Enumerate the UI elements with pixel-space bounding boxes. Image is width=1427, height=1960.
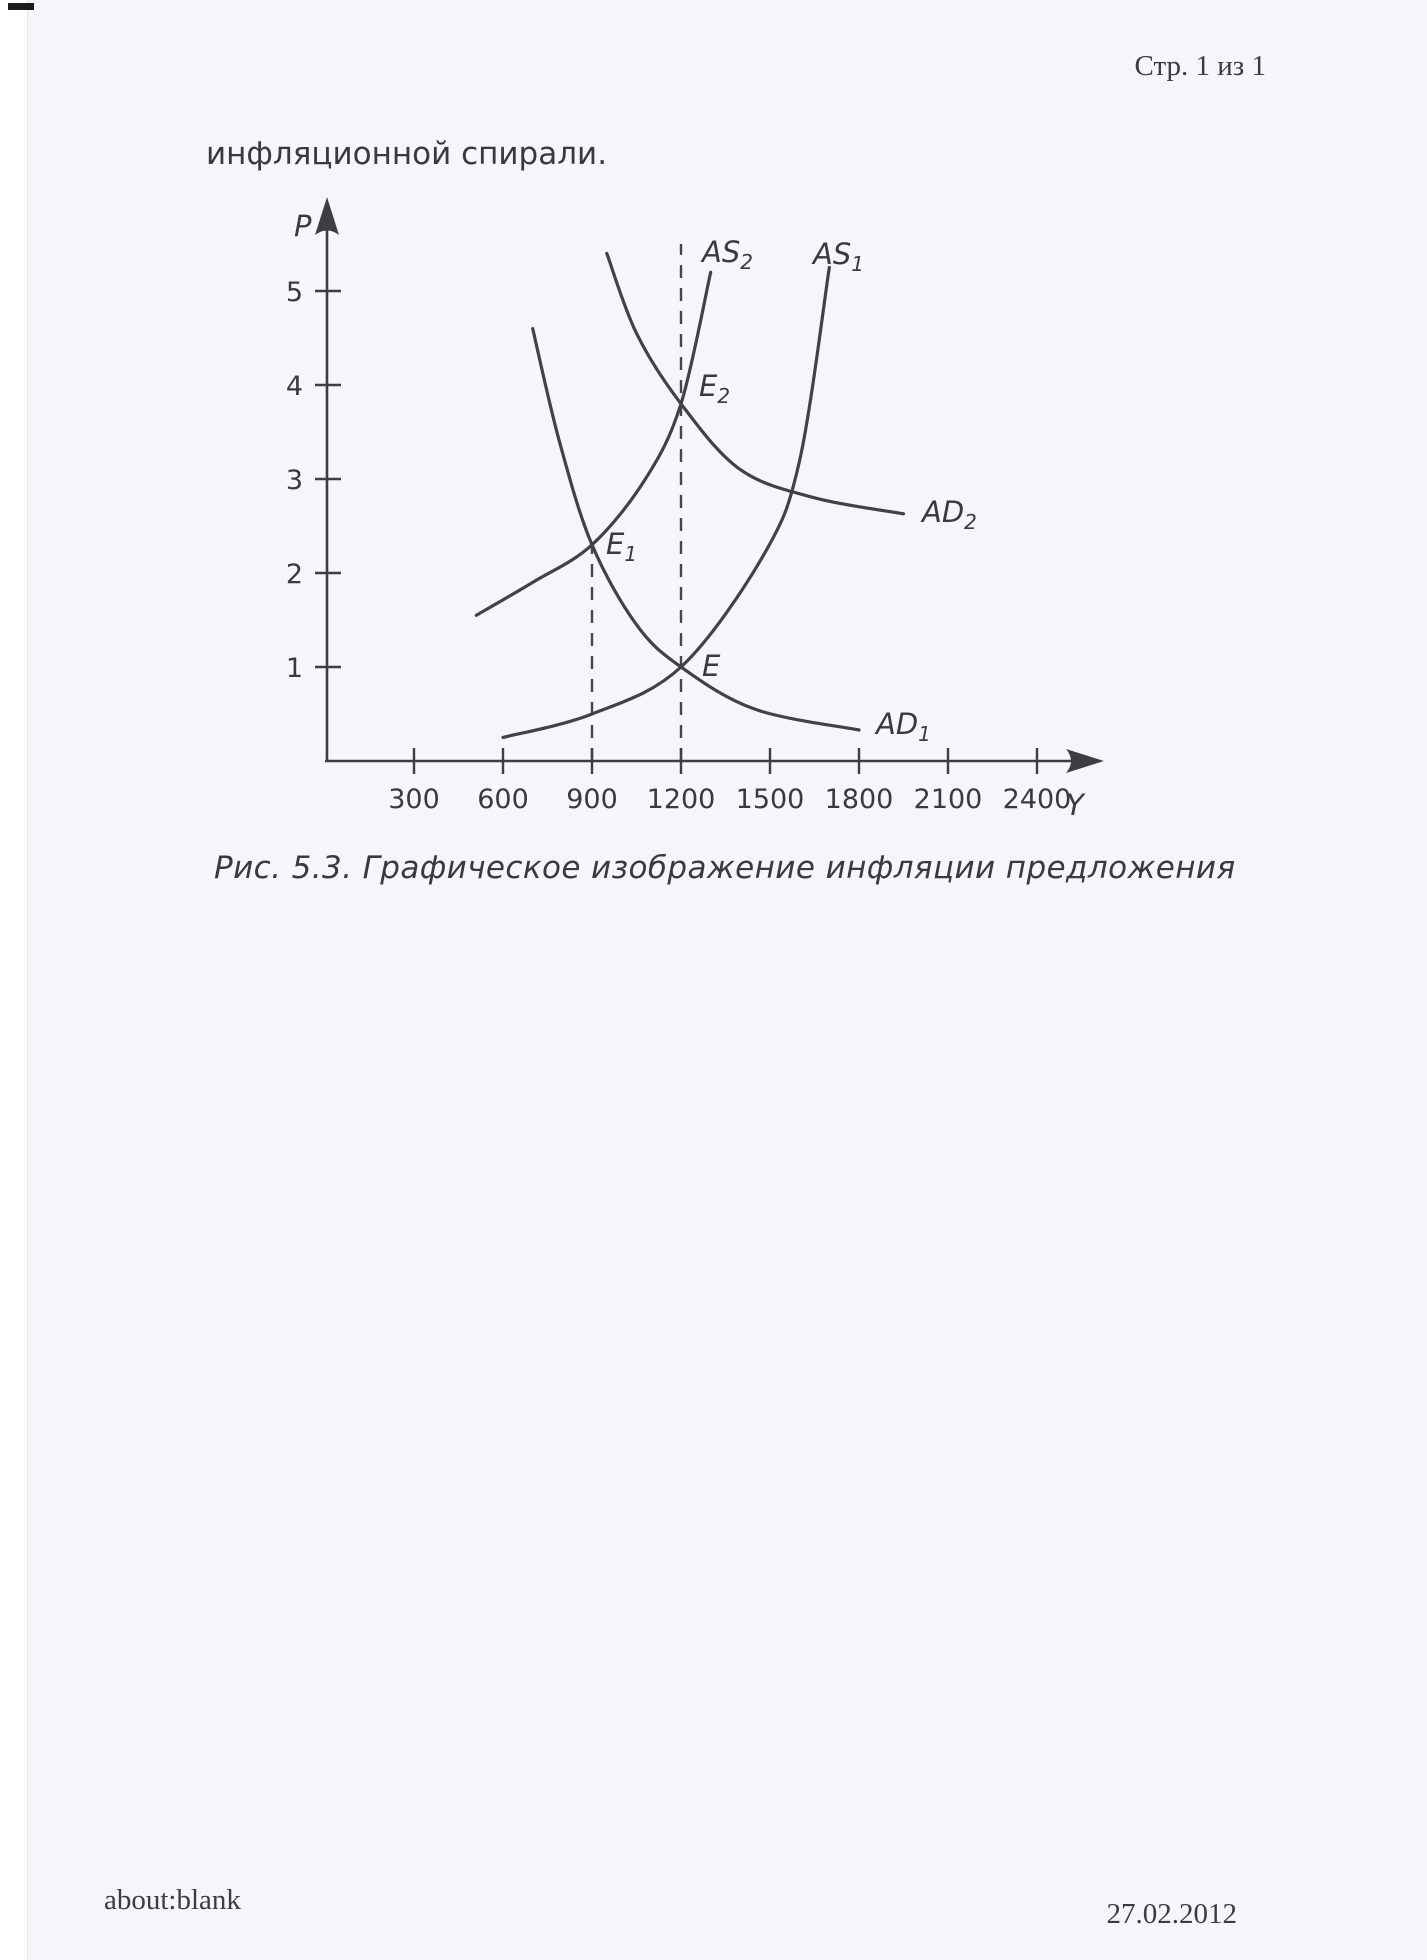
y-tick-label-5: 5: [286, 277, 303, 308]
x-tick-label-2400: 2400: [1003, 784, 1072, 815]
equilibrium-point-labels: E E1 E2: [606, 369, 730, 683]
curve-AS1: [501, 265, 831, 740]
page-number-header: Стр. 1 из 1: [1134, 50, 1266, 82]
x-tick-label-900: 900: [566, 784, 618, 815]
curve-AD1: [531, 327, 861, 732]
figure-caption: Рис. 5.3. Графическое изображение инфляц…: [214, 850, 1236, 886]
curve-AS2: [474, 270, 713, 617]
axis-tick-labels: 300 600 900 1200 1500 1800 2100 2400 1 2 3 4 5: [286, 277, 1072, 815]
x-axis-arrow-icon: [1066, 749, 1104, 773]
x-tick-label-300: 300: [388, 784, 440, 815]
point-label-E2: E2: [699, 369, 730, 408]
y-tick-label-4: 4: [286, 371, 303, 402]
curve-label-AD2: AD2: [920, 495, 977, 534]
page-background: [27, 0, 1427, 1960]
x-tick-label-600: 600: [477, 784, 529, 815]
curve-labels: AS1 AS2 AD1 AD2: [700, 235, 977, 746]
x-tick-label-2100: 2100: [914, 784, 983, 815]
dashed-guides: [590, 244, 683, 761]
curves: [474, 251, 906, 740]
body-text: инфляционной спирали.: [206, 136, 608, 172]
y-axis-label: P: [294, 209, 312, 243]
scan-artifact-dash: [8, 3, 34, 10]
y-axis-arrow-icon: [315, 197, 339, 235]
y-axis: [315, 197, 339, 761]
curve-label-AS2: AS2: [700, 235, 753, 274]
x-axis-label: Y: [1066, 788, 1086, 822]
footer-date: 27.02.2012: [1106, 1898, 1238, 1930]
point-label-E1: E1: [606, 527, 637, 566]
y-tick-label-1: 1: [286, 653, 303, 684]
y-tick-label-3: 3: [286, 465, 303, 496]
point-label-E: E: [702, 649, 721, 683]
supply-inflation-chart: 300 600 900 1200 1500 1800 2100 2400 1 2 3 4 5 P Y A…: [286, 197, 1104, 822]
x-axis: [325, 749, 1104, 773]
axis-ticks: [315, 289, 1039, 774]
curve-AD2: [605, 251, 906, 516]
x-tick-label-1800: 1800: [825, 784, 894, 815]
curve-label-AS1: AS1: [811, 237, 864, 276]
x-tick-label-1500: 1500: [736, 784, 805, 815]
x-tick-label-1200: 1200: [647, 784, 716, 815]
y-tick-label-2: 2: [286, 559, 303, 590]
footer-url: about:blank: [104, 1884, 241, 1916]
curve-label-AD1: AD1: [874, 707, 931, 746]
